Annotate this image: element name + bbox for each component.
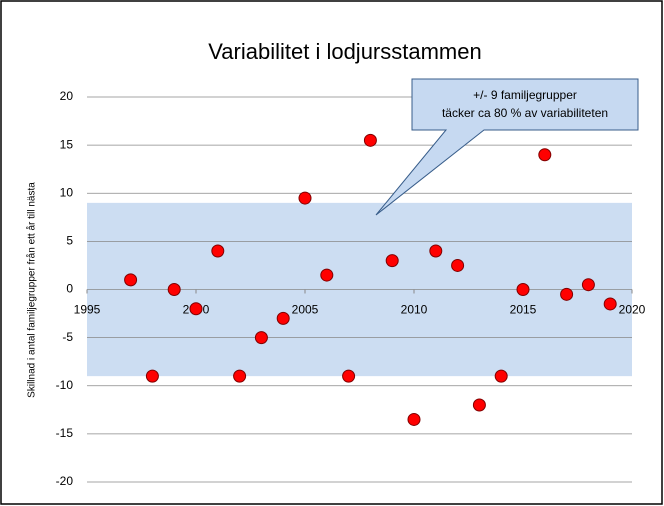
x-tick-label: 2020 <box>619 303 646 317</box>
point <box>298 191 312 205</box>
point <box>124 273 138 287</box>
x-tick-label: 2005 <box>292 303 319 317</box>
annotation: täcker ca 80 % av variabiliteten <box>442 106 608 120</box>
y-tick-label: -5 <box>62 330 73 344</box>
point <box>211 244 225 258</box>
point <box>494 369 508 383</box>
y-tick-label: -10 <box>56 378 74 392</box>
y-tick-label: -20 <box>56 474 74 488</box>
annotation: +/- 9 familjegrupper <box>473 88 577 102</box>
point <box>145 369 159 383</box>
point <box>167 283 181 296</box>
y-tick-label: 5 <box>66 234 73 248</box>
point <box>538 148 552 162</box>
point <box>320 268 334 282</box>
point <box>276 311 290 325</box>
point <box>233 369 247 383</box>
x-tick-label: 1995 <box>74 303 101 317</box>
y-axis-label: Skillnad i antal familjegrupper från ett… <box>26 182 38 398</box>
point <box>385 254 399 268</box>
point <box>407 412 421 426</box>
point <box>451 258 465 272</box>
x-tick-label: 2010 <box>401 303 428 317</box>
point <box>254 331 268 345</box>
point <box>516 283 530 296</box>
chart-title: Variabilitet i lodjursstammen <box>208 39 481 64</box>
point <box>472 398 486 412</box>
y-tick-label: 15 <box>60 137 74 151</box>
y-tick-label: -15 <box>56 426 74 440</box>
point <box>342 369 356 383</box>
point <box>560 287 574 301</box>
point <box>189 302 203 316</box>
point <box>363 133 377 147</box>
x-tick-label: 2015 <box>510 303 537 317</box>
point <box>603 297 617 311</box>
y-tick-label: 20 <box>60 89 74 103</box>
callout <box>375 78 639 216</box>
y-tick-label: 0 <box>66 282 73 296</box>
point <box>581 278 595 292</box>
point <box>429 244 443 258</box>
y-tick-label: 10 <box>60 185 74 199</box>
